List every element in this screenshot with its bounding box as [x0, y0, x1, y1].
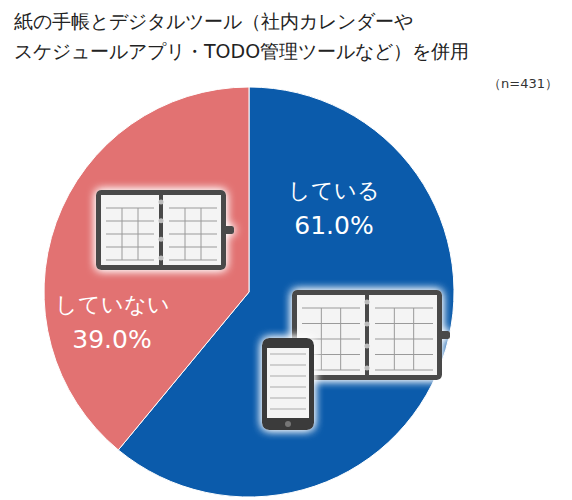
data-label: 61.0% — [294, 211, 373, 240]
planner-icon — [292, 290, 450, 380]
planner-icon — [96, 190, 234, 270]
title: スケジュールアプリ・TODO管理ツールなど）を併用 — [14, 40, 469, 62]
annotation: （n=431） — [488, 76, 558, 91]
title: 紙の手帳とデジタルツール（社内カレンダーや — [14, 10, 413, 32]
category-label: していない — [55, 292, 170, 317]
chart-svg: 紙の手帳とデジタルツール（社内カレンダーやスケジュールアプリ・TODO管理ツール… — [0, 0, 572, 500]
category-label: している — [288, 178, 380, 203]
chart-root: 紙の手帳とデジタルツール（社内カレンダーやスケジュールアプリ・TODO管理ツール… — [0, 0, 572, 500]
phone-icon — [262, 338, 314, 430]
pie-slice — [44, 87, 249, 450]
pie — [44, 87, 454, 497]
data-label: 39.0% — [72, 325, 151, 354]
